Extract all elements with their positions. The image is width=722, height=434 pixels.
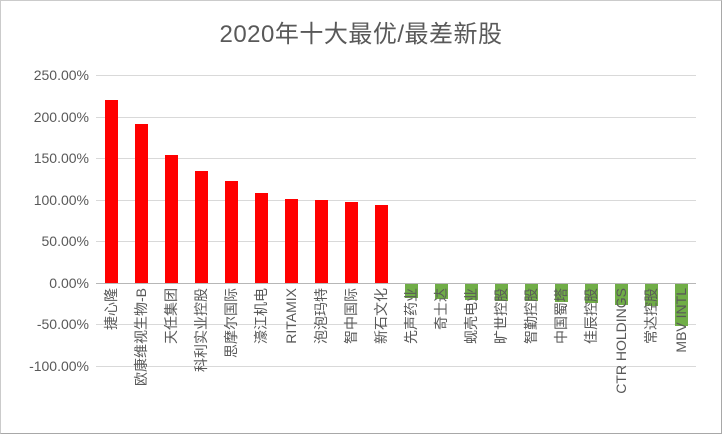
bar — [554, 284, 568, 303]
bar — [284, 199, 298, 283]
bar — [134, 124, 148, 283]
x-axis-category-label: 新石文化 — [373, 288, 389, 344]
x-axis-category-label: 科利实业控股 — [193, 288, 209, 372]
chart-title: 2020年十大最优/最差新股 — [219, 21, 503, 48]
x-axis-category-label: CTR HOLDINGS — [613, 288, 629, 394]
x-axis-category-label: 思摩尔国际 — [223, 288, 239, 358]
x-axis-zero-line — [96, 283, 696, 284]
gridline — [96, 158, 696, 159]
x-axis-category-label: 常达控股 — [643, 288, 659, 344]
y-axis-tick-label: 250.00% — [33, 67, 89, 83]
bar — [194, 170, 208, 283]
gridline — [96, 117, 696, 118]
x-axis-category-label: 濠江机电 — [253, 288, 269, 344]
x-axis-category-label: 智勤控股 — [523, 288, 539, 344]
x-axis-category-label: 先声药业 — [403, 288, 419, 344]
gridline — [96, 324, 696, 325]
bar — [254, 193, 268, 283]
bar — [464, 284, 478, 300]
gridline — [96, 366, 696, 367]
bar — [344, 201, 358, 283]
x-axis-category-label: 天任集团 — [163, 288, 179, 344]
x-axis-category-label: 欧康维视生物-B — [133, 288, 149, 386]
bar — [224, 180, 238, 283]
bar — [614, 284, 628, 305]
bar — [314, 200, 328, 283]
y-axis-tick-label: -50.00% — [36, 316, 89, 332]
bar — [404, 284, 418, 299]
gridline — [96, 241, 696, 242]
x-axis-category-label: 捷心隆 — [103, 288, 119, 330]
x-axis-category-label: 智中国际 — [343, 288, 359, 344]
y-axis-tick-label: 150.00% — [33, 150, 89, 166]
bar — [644, 284, 658, 307]
x-axis-category-label: 奇士达 — [433, 288, 449, 330]
y-axis-tick-label: 50.00% — [41, 233, 89, 249]
x-axis-category-label: 中国蜀塔 — [553, 288, 569, 344]
y-axis-tick-label: -100.00% — [29, 358, 89, 374]
gridline — [96, 200, 696, 201]
bar — [674, 284, 688, 326]
gridline — [96, 75, 696, 76]
y-axis-tick-label: 200.00% — [33, 109, 89, 125]
x-axis-category-label: 泡泡玛特 — [313, 288, 329, 344]
x-axis-category-label: 蚬壳电业 — [463, 288, 479, 344]
x-axis-category-label: MBV INTL — [673, 288, 689, 353]
bar — [494, 284, 508, 301]
x-axis-category-label: 佳辰控股 — [583, 288, 599, 344]
x-axis-category-label: 旷世控股 — [493, 288, 509, 344]
bar — [434, 284, 448, 299]
y-axis-tick-label: 0.00% — [49, 275, 89, 291]
bar — [104, 100, 118, 283]
bar — [524, 284, 538, 302]
bar — [584, 284, 598, 304]
x-axis-category-label: RITAMIX — [283, 288, 299, 344]
y-axis-tick-label: 100.00% — [33, 192, 89, 208]
bar — [164, 155, 178, 283]
bar — [374, 204, 388, 283]
